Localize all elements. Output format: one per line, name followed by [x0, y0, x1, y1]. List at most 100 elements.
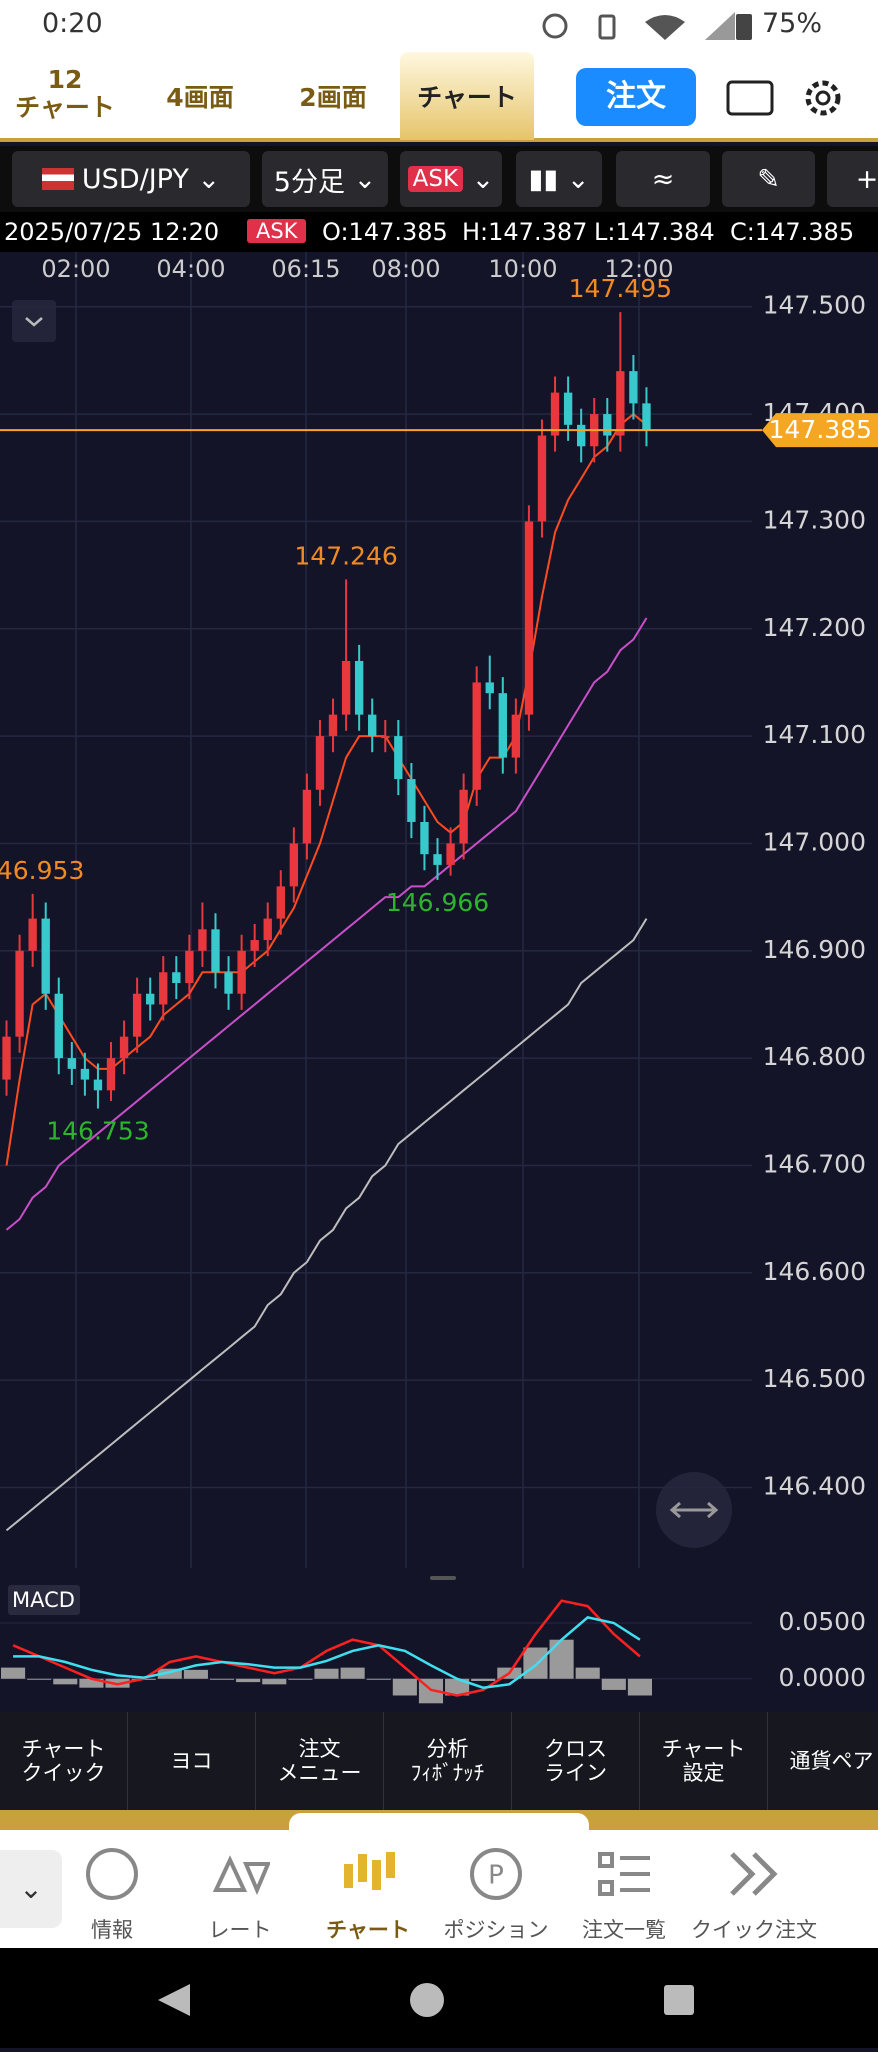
nav-label: クイック注文 [691, 1918, 817, 1942]
y-tick-label: 0.0000 [779, 1663, 866, 1692]
candle-body [511, 714, 521, 758]
chart-type[interactable]: ▮▮ ⌄ [516, 151, 602, 207]
candle-body [198, 929, 207, 951]
tab[interactable]: 4画面 [166, 83, 234, 112]
info-open: O:147.385 [322, 218, 448, 246]
histogram-bar [627, 1678, 652, 1696]
y-tick-label: 146.700 [763, 1149, 866, 1178]
moving-average [5, 412, 648, 1166]
y-tick-label: 146.900 [763, 935, 866, 964]
layout-icon[interactable] [726, 80, 774, 116]
chart-count-tab[interactable]: 12 チャート [10, 66, 120, 122]
status-icons [542, 12, 735, 40]
nav-label: ポジション [443, 1918, 549, 1942]
candle-body [341, 660, 351, 715]
candle-body [381, 736, 390, 739]
candle-body [368, 714, 377, 737]
info-high: H:147.387 [462, 218, 588, 246]
candle-body [394, 736, 403, 780]
x-tick-label: 04:00 [156, 255, 225, 283]
x-tick-label: 02:00 [41, 255, 110, 283]
y-tick-label: 147.100 [763, 720, 866, 749]
indicator[interactable]: ≈ [616, 151, 710, 207]
candle-body [433, 854, 442, 865]
candle-body [459, 789, 468, 844]
menu-item[interactable]: チャート クイック [0, 1712, 128, 1810]
last-price-tag [762, 413, 878, 448]
back[interactable] [158, 1984, 190, 2016]
histogram-bar [53, 1678, 78, 1685]
histogram-bar [209, 1678, 235, 1680]
menu-item[interactable]: 分析 ﾌｨﾎﾞﾅｯﾁ [384, 1712, 512, 1810]
nav-collapse[interactable]: ⌄ [0, 1850, 62, 1928]
candle-body [159, 972, 168, 1005]
nav-icon: P [470, 1848, 522, 1900]
tool-menu: チャート クイック ヨコ 注文 メニュー 分析 ﾌｨﾎﾞﾅｯﾁ クロス ライン チャート 設定 通貨ペ… [0, 1712, 878, 1810]
menu-item[interactable]: チャート 設定 [640, 1712, 768, 1810]
menu-item[interactable]: ヨコ [128, 1712, 256, 1810]
nav-item[interactable]: レート [176, 1830, 304, 1948]
histogram-bar [523, 1647, 548, 1679]
histogram-bar [392, 1678, 417, 1696]
candle-body [642, 403, 651, 431]
timeframe-select[interactable]: 5分足 ⌄ [262, 151, 388, 207]
draw-tool[interactable]: ✎ [722, 151, 815, 207]
nav-item[interactable]: 情報 [48, 1830, 176, 1948]
candle-body [146, 993, 155, 1005]
candle-body [119, 1036, 129, 1059]
side: ASK [407, 166, 464, 192]
nav-item[interactable]: P ポジション [432, 1830, 560, 1948]
nav-icon [86, 1848, 138, 1900]
side-select[interactable]: ASK ⌄ [400, 151, 502, 207]
macd-line [13, 1616, 641, 1689]
menu-item[interactable]: 注文 メニュー [256, 1712, 384, 1810]
collapse-button[interactable] [12, 300, 56, 342]
header-icons [726, 80, 841, 116]
candle-body [93, 1079, 103, 1091]
candle-body [15, 950, 24, 1037]
candle-body [315, 736, 325, 790]
candle-body [563, 392, 573, 425]
menu-item-label: クロス [544, 1737, 607, 1761]
pair-select[interactable]: USD/JPY ⌄ [12, 151, 250, 207]
y-tick-label: 146.600 [763, 1257, 866, 1286]
menu-item-label: チャート [21, 1737, 106, 1761]
clock: 0:20 [42, 8, 103, 39]
y-tick-label: 147.200 [763, 613, 866, 642]
menu-item-label: ヨコ [170, 1749, 213, 1773]
menu-item[interactable]: 通貨ペア [768, 1712, 878, 1810]
order-button[interactable]: 注文 [576, 68, 696, 126]
toolbar: USD/JPY ⌄ 5分足 ⌄ ASK ⌄ ▮▮ ⌄ ≈ ✎ + [0, 146, 878, 212]
candle-body [237, 950, 246, 994]
nav-item[interactable]: クイック注文 [690, 1830, 818, 1948]
menu-item[interactable]: クロス ライン [512, 1712, 640, 1810]
candle-body [354, 660, 364, 715]
recents[interactable] [664, 1985, 694, 2015]
histogram-bar [157, 1668, 182, 1679]
nav-item[interactable]: チャート [304, 1830, 432, 1948]
candle-body [132, 993, 142, 1037]
home[interactable] [410, 1983, 444, 2017]
price-chart: 02:00 04:00 06:15 08:00 10:00 12:00 147.500 147… [0, 252, 878, 1568]
last-price-label: 147.385 [769, 415, 872, 444]
battery: 75% [762, 8, 823, 39]
nav-item[interactable]: 注文一覧 [560, 1830, 688, 1948]
low-label: 146.753 [46, 1117, 149, 1146]
settings-icon[interactable] [805, 80, 841, 116]
add[interactable]: + [827, 151, 878, 207]
candle-body [80, 1068, 90, 1080]
macd-label: MACD [12, 1588, 75, 1612]
candle-body [407, 779, 416, 822]
tab-active[interactable]: チャート [400, 52, 534, 140]
tab-count: 12 [47, 65, 83, 94]
info-close: C:147.385 [730, 218, 855, 246]
candle-body [224, 972, 233, 994]
candle-body [629, 371, 638, 404]
menu-item-label: ﾌｨﾎﾞﾅｯﾁ [410, 1761, 485, 1785]
y-tick-label: 147.300 [763, 505, 866, 534]
histogram-bar [575, 1667, 600, 1679]
x-tick-label: 10:00 [488, 255, 557, 283]
tab[interactable]: 2画面 [299, 83, 367, 112]
menu-item-label: 注文 [298, 1737, 341, 1761]
